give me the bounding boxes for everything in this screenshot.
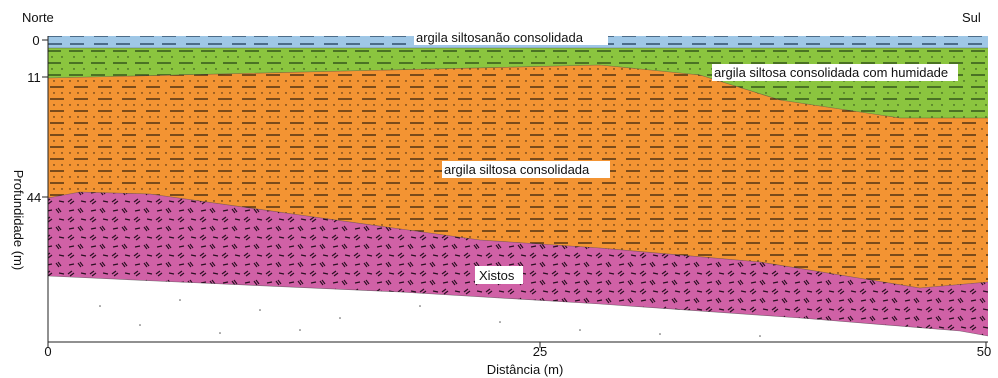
label-blue-layer: argila siltosanão consolidada xyxy=(416,30,584,45)
south-label: Sul xyxy=(962,10,981,25)
x-axis-title: Distância (m) xyxy=(487,362,564,377)
north-label: Norte xyxy=(22,10,54,25)
label-orange-layer: argila siltosa consolidada xyxy=(444,162,590,177)
x-tick-50: 50 xyxy=(977,344,991,359)
y-tick-44: 44 xyxy=(27,190,41,205)
label-green-layer: argila siltosa consolidada com humidade xyxy=(714,65,948,80)
label-pink-layer: Xistos xyxy=(479,268,515,283)
x-tick-25: 25 xyxy=(533,344,547,359)
y-tick-11: 11 xyxy=(27,70,41,85)
x-tick-0: 0 xyxy=(44,344,51,359)
y-axis-title: Profundidade (m) xyxy=(11,170,26,270)
white-area-dots xyxy=(99,299,761,337)
layer-pink xyxy=(48,192,988,336)
y-tick-0: 0 xyxy=(32,33,39,48)
